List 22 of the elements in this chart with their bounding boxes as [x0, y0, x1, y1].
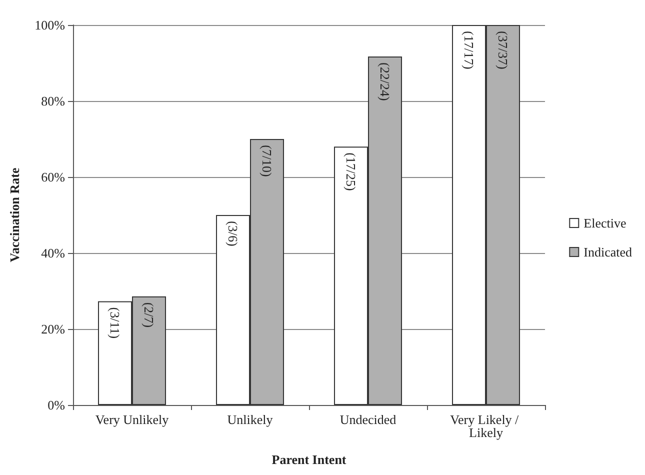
y-tick-label: 60% — [41, 170, 66, 184]
data-label: (7/10) — [260, 145, 274, 177]
x-tick-label: Unlikely — [227, 412, 274, 427]
x-tick-label: Very Likely / Likely — [450, 412, 522, 440]
data-label: (2/7) — [142, 302, 156, 328]
data-label: (3/6) — [226, 221, 240, 246]
y-tick-label: 20% — [41, 322, 66, 336]
x-tick-label: Undecided — [340, 412, 397, 427]
x-axis-title: Parent Intent — [272, 452, 347, 467]
x-tick-label: Very Unlikely — [95, 412, 170, 427]
data-label: (3/11) — [108, 307, 122, 339]
data-label: (17/25) — [344, 152, 358, 191]
y-tick-label: 100% — [34, 18, 66, 32]
y-tick-label: 40% — [41, 246, 66, 260]
y-tick-label: 0% — [48, 398, 66, 412]
data-label: (37/37) — [496, 31, 510, 70]
y-tick-label: 80% — [41, 94, 66, 108]
legend-label: Elective — [584, 216, 626, 230]
data-label: (17/17) — [462, 31, 476, 70]
y-axis-title: Vaccination Rate — [7, 168, 22, 262]
legend-label: Indicated — [584, 244, 632, 260]
data-label: (22/24) — [378, 62, 392, 101]
